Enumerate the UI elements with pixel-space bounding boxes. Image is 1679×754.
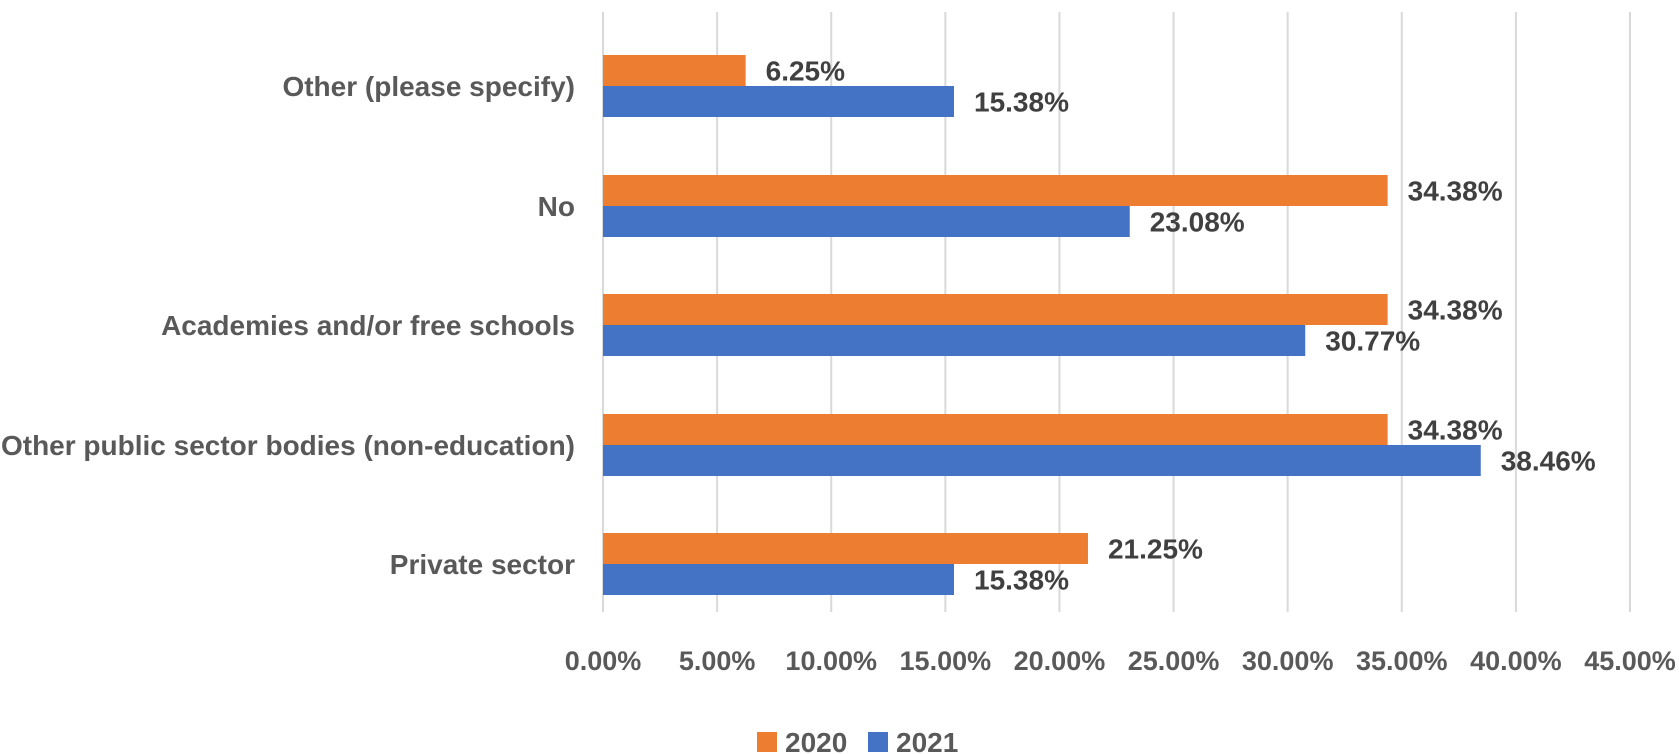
legend-swatch-2020 <box>757 732 777 752</box>
data-label-2020-1: 34.38% <box>1408 176 1503 207</box>
bar-2021-4 <box>603 564 955 595</box>
bar-2021-1 <box>603 206 1130 237</box>
x-tick-label: 10.00% <box>785 646 877 676</box>
data-label-2020-3: 34.38% <box>1408 415 1503 446</box>
category-labels: Other (please specify) No Academies and/or… <box>1 71 575 580</box>
legend-label-2021: 2021 <box>896 727 958 754</box>
bar-2021-3 <box>603 445 1481 476</box>
x-tick-label: 5.00% <box>679 646 756 676</box>
x-tick-label: 0.00% <box>565 646 642 676</box>
legend: 2020 2021 <box>757 727 958 754</box>
x-tick-label: 15.00% <box>900 646 992 676</box>
category-label: Other public sector bodies (non-educatio… <box>1 430 575 461</box>
bar-2020-1 <box>603 175 1388 206</box>
category-label: Private sector <box>390 549 575 580</box>
category-label: Other (please specify) <box>282 71 575 102</box>
x-tick-label: 25.00% <box>1128 646 1220 676</box>
data-labels: 6.25%15.38%34.38%23.08%34.38%30.77%34.38… <box>766 56 1596 596</box>
data-label-2021-2: 30.77% <box>1325 326 1420 357</box>
category-label: No <box>538 191 575 222</box>
bar-2020-2 <box>603 294 1388 325</box>
data-label-2020-2: 34.38% <box>1408 295 1503 326</box>
bar-2020-0 <box>603 55 746 86</box>
x-tick-label: 20.00% <box>1014 646 1106 676</box>
legend-swatch-2021 <box>868 732 888 752</box>
data-label-2021-1: 23.08% <box>1150 207 1245 238</box>
x-tick-label: 35.00% <box>1356 646 1448 676</box>
x-axis-tick-labels: 0.00% 5.00% 10.00% 15.00% 20.00% 25.00% 30.00%… <box>565 646 1676 676</box>
x-tick-label: 40.00% <box>1470 646 1562 676</box>
data-label-2020-0: 6.25% <box>766 56 845 87</box>
data-label-2021-4: 15.38% <box>974 565 1069 596</box>
category-label: Academies and/or free schools <box>161 310 575 341</box>
bar-2020-3 <box>603 414 1388 445</box>
data-label-2021-0: 15.38% <box>974 87 1069 118</box>
bar-2021-2 <box>603 325 1306 356</box>
legend-label-2020: 2020 <box>785 727 847 754</box>
bar-2021-0 <box>603 86 955 117</box>
data-label-2021-3: 38.46% <box>1501 446 1596 477</box>
bar-2020-4 <box>603 533 1088 564</box>
data-label-2020-4: 21.25% <box>1108 534 1203 565</box>
x-tick-label: 45.00% <box>1584 646 1676 676</box>
x-tick-label: 30.00% <box>1242 646 1334 676</box>
bars <box>603 55 1481 595</box>
